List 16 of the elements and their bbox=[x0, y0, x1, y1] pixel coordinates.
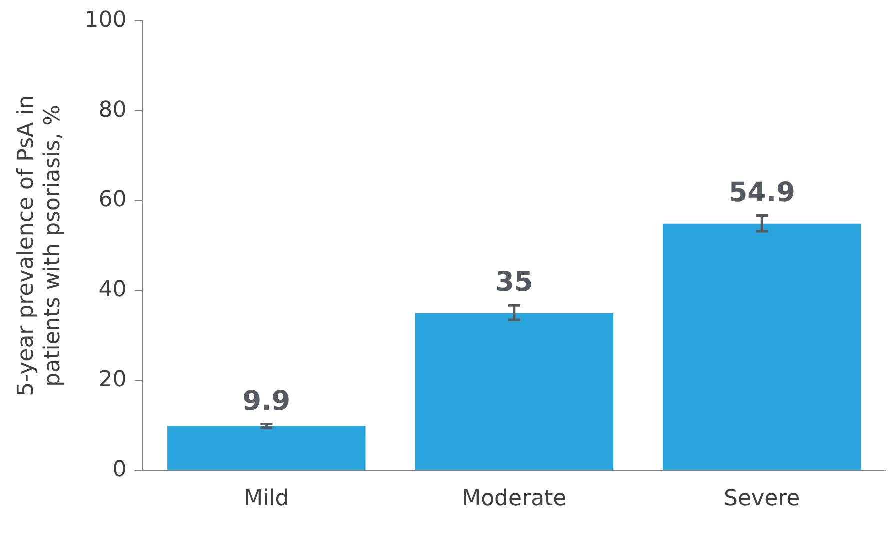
x-tick-label: Mild bbox=[244, 486, 290, 512]
data-label: 9.9 bbox=[242, 386, 291, 417]
y-tick-label: 0 bbox=[112, 457, 127, 482]
bar bbox=[168, 426, 366, 470]
y-axis-title: 5-year prevalence of PsA in patients with psoriasis, % bbox=[14, 95, 66, 396]
y-tick-label: 60 bbox=[98, 188, 127, 213]
bar bbox=[663, 224, 862, 470]
x-tick-label: Moderate bbox=[462, 486, 567, 512]
bar bbox=[415, 313, 614, 470]
data-label: 54.9 bbox=[728, 177, 796, 208]
y-tick-label: 20 bbox=[98, 367, 127, 392]
data-label: 35 bbox=[496, 267, 534, 298]
y-tick-label: 80 bbox=[98, 98, 127, 123]
y-tick-label: 100 bbox=[84, 8, 127, 33]
x-tick-label: Severe bbox=[724, 486, 800, 512]
y-tick-label: 40 bbox=[98, 278, 127, 303]
